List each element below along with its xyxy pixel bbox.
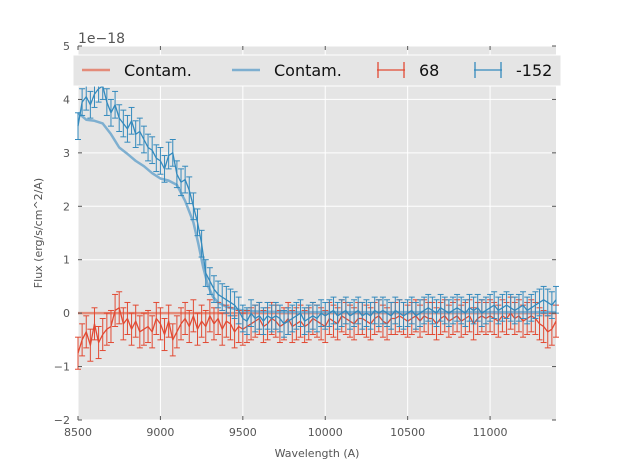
series-layer (75, 72, 559, 370)
y-axis-label: Flux (erg/s/cm^2/A) (32, 178, 45, 288)
x-tick-label: 10500 (390, 426, 425, 439)
series-line (77, 111, 556, 314)
y-tick-label: 1 (63, 254, 70, 267)
legend-label: 68 (419, 61, 439, 80)
y-tick-label: 3 (63, 147, 70, 160)
y-tick-label: 0 (63, 307, 70, 320)
x-tick-label: 11000 (473, 426, 508, 439)
legend-label: Contam. (124, 61, 192, 80)
y-tick-label: 5 (63, 40, 70, 53)
legend-label: -152 (516, 61, 552, 80)
y-tick-label: 4 (63, 93, 70, 106)
y-tick-label: 2 (63, 200, 70, 213)
series-3 (75, 72, 559, 338)
legend-label: Contam. (274, 61, 342, 80)
y-tick-label: −1 (54, 361, 70, 374)
x-axis-label: Wavelength (A) (275, 447, 360, 460)
axis-ticks: 8500 9000 9500 10000 10500 11000 −2 −1 0 1 2 3 4 5 (54, 40, 556, 439)
y-tick-label: −2 (54, 414, 70, 427)
series-1 (77, 111, 556, 314)
x-tick-label: 9500 (229, 426, 257, 439)
plot-background (78, 46, 556, 420)
y-offset-label: 1e−18 (78, 31, 125, 47)
x-tick-label: 10000 (308, 426, 343, 439)
x-tick-label: 8500 (64, 426, 92, 439)
legend: Contam. Contam. 68 -152 (72, 54, 562, 87)
grid (77, 45, 556, 421)
x-tick-label: 9000 (146, 426, 174, 439)
